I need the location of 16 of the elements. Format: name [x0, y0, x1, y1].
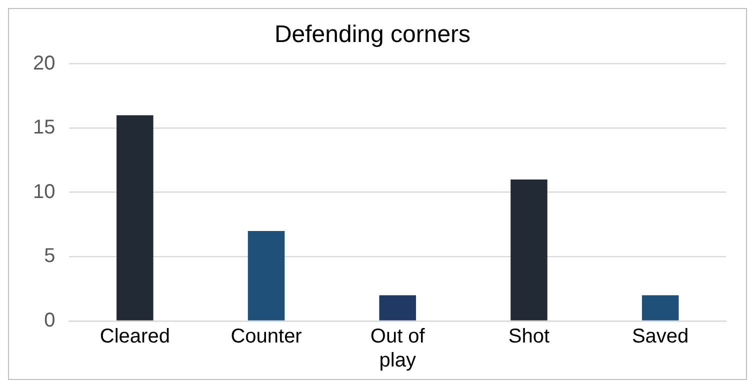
y-tick-label: 10	[32, 180, 56, 203]
chart-title: Defending corners	[274, 21, 471, 48]
bar	[379, 295, 416, 320]
bar	[642, 295, 679, 320]
y-tick-label: 20	[32, 52, 56, 74]
x-tick-label: Cleared	[100, 326, 170, 348]
x-tick-label: Counter	[230, 326, 302, 348]
x-tick-label: Saved	[632, 326, 689, 348]
y-tick-label: 5	[44, 245, 56, 268]
bar	[116, 115, 154, 320]
y-tick-label: 0	[44, 310, 56, 332]
y-tick-label: 15	[32, 116, 56, 139]
x-tick-label: Shot	[508, 326, 550, 348]
x-tick-label: Out of play	[370, 326, 426, 372]
bar	[510, 180, 548, 320]
bar	[248, 230, 285, 320]
